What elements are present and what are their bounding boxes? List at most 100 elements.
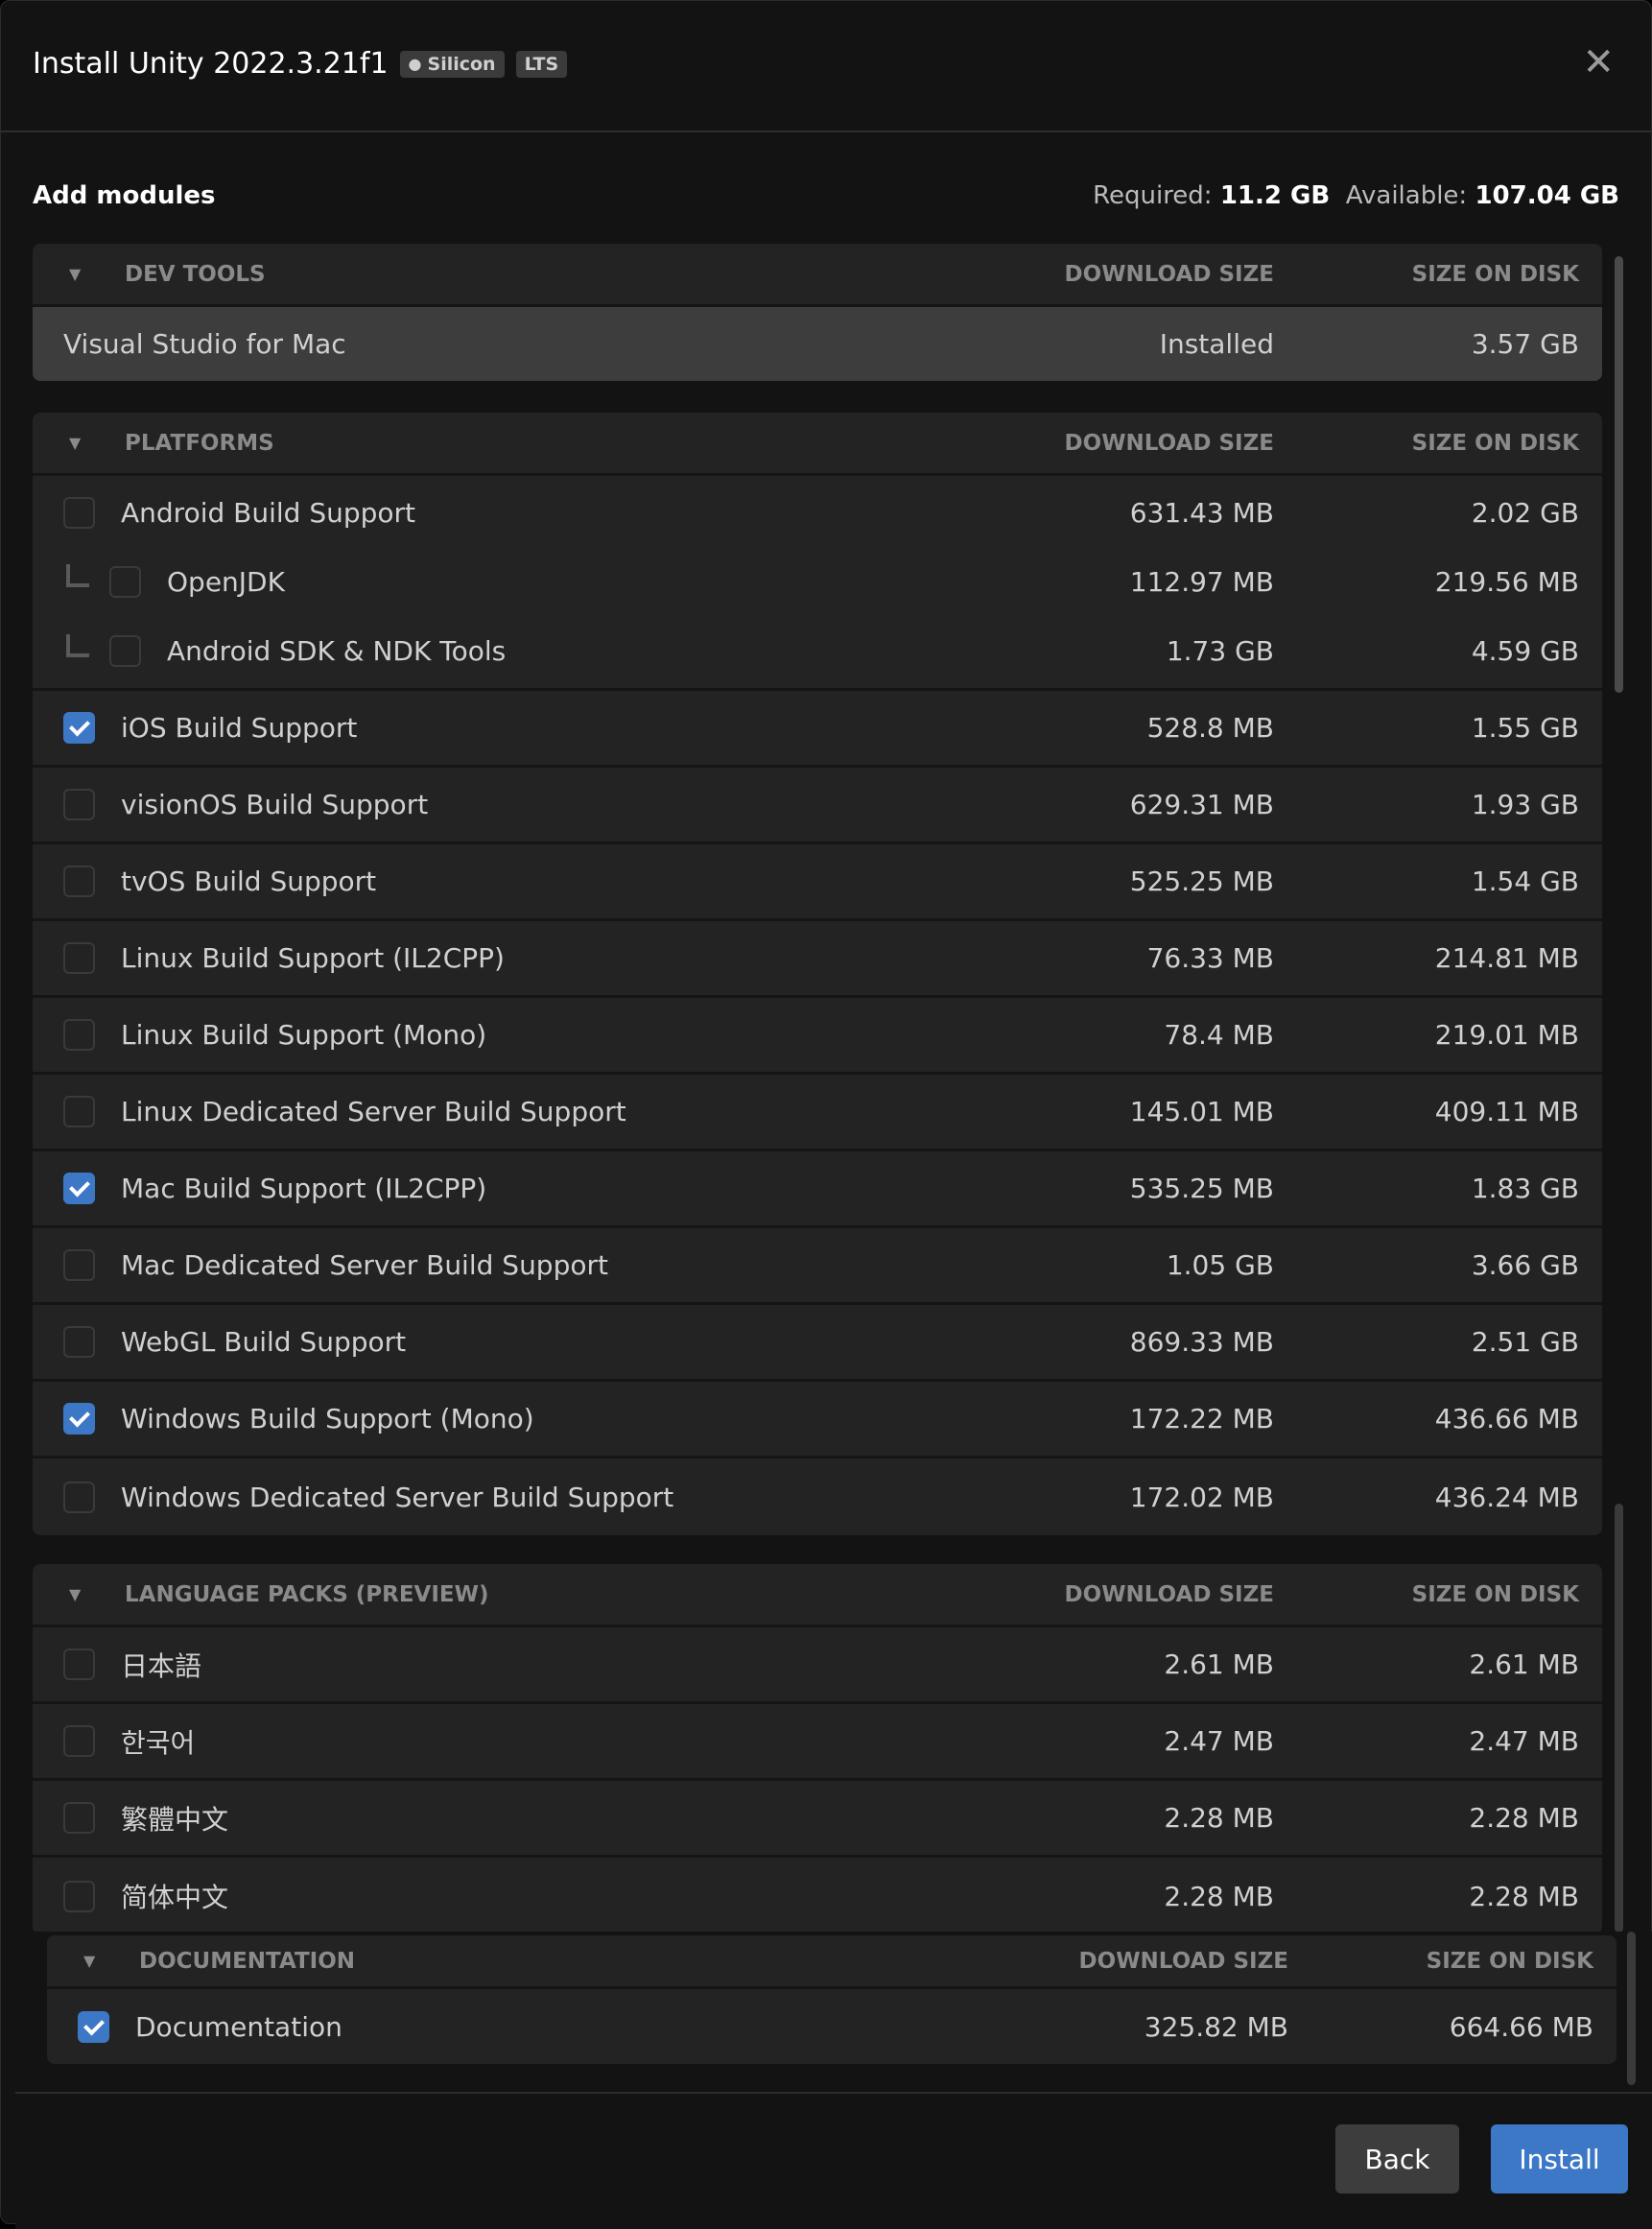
size-on-disk: 1.55 GB: [1471, 712, 1579, 744]
lower-panel: ▼ DOCUMENTATION DOWNLOAD SIZE SIZE ON DISK D…: [15, 1932, 1652, 2229]
module-row[interactable]: OpenJDK 112.97 MB 219.56 MB: [33, 549, 1602, 614]
module-row[interactable]: Linux Build Support (Mono) 78.4 MB 219.01 …: [33, 998, 1602, 1075]
download-size: 145.01 MB: [1129, 1096, 1274, 1127]
section-platforms: ▼ PLATFORMS DOWNLOAD SIZE SIZE ON DISK Andro…: [33, 413, 1602, 1535]
download-size: 172.22 MB: [1129, 1403, 1274, 1435]
section-documentation: ▼ DOCUMENTATION DOWNLOAD SIZE SIZE ON DISK D…: [47, 1935, 1617, 2064]
install-button[interactable]: Install: [1491, 2124, 1628, 2193]
module-row[interactable]: iOS Build Support 528.8 MB 1.55 GB: [33, 691, 1602, 768]
size-on-disk-header: SIZE ON DISK: [1411, 1581, 1579, 1607]
size-on-disk: 214.81 MB: [1434, 942, 1579, 974]
checkbox[interactable]: [63, 1326, 95, 1358]
module-name: Documentation: [135, 2010, 342, 2043]
module-row[interactable]: Windows Build Support (Mono) 172.22 MB 436…: [33, 1382, 1602, 1458]
module-row[interactable]: Android Build Support 631.43 MB 2.02 GB: [33, 476, 1602, 549]
section-header: ▼ DEV TOOLS DOWNLOAD SIZE SIZE ON DISK: [33, 244, 1602, 307]
checkbox[interactable]: [63, 866, 95, 897]
size-on-disk: 2.02 GB: [1471, 496, 1579, 529]
module-row[interactable]: Linux Build Support (IL2CPP) 76.33 MB 214.…: [33, 921, 1602, 998]
available-value: 107.04 GB: [1475, 181, 1619, 210]
download-size-header: DOWNLOAD SIZE: [1078, 1948, 1288, 1974]
module-name: Mac Dedicated Server Build Support: [121, 1249, 608, 1281]
checkbox[interactable]: [109, 565, 141, 598]
section-title: DEV TOOLS: [125, 261, 266, 287]
footer-divider: [15, 2092, 1652, 2094]
module-name: 日本語: [121, 1649, 202, 1682]
checkbox[interactable]: [63, 496, 95, 529]
lts-badge: LTS: [515, 50, 568, 78]
download-size: 631.43 MB: [1129, 496, 1274, 529]
caret-down-icon[interactable]: ▼: [83, 1952, 96, 1970]
module-row[interactable]: 简体中文 2.28 MB 2.28 MB: [33, 1858, 1602, 1934]
module-name: iOS Build Support: [121, 712, 358, 744]
download-size-header: DOWNLOAD SIZE: [1064, 1581, 1274, 1607]
module-row[interactable]: Mac Dedicated Server Build Support 1.05 G…: [33, 1228, 1602, 1305]
checkbox[interactable]: [63, 789, 95, 820]
checkbox[interactable]: [63, 1096, 95, 1127]
download-size: 78.4 MB: [1164, 1019, 1274, 1051]
tree-connector-icon: [66, 564, 89, 587]
section-header: ▼ LANGUAGE PACKS (PREVIEW) DOWNLOAD SIZE SI…: [33, 1564, 1602, 1627]
size-on-disk: 2.28 MB: [1469, 1880, 1579, 1912]
module-name: WebGL Build Support: [121, 1326, 407, 1358]
download-size: 528.8 MB: [1146, 712, 1274, 744]
module-name: 简体中文: [121, 1882, 229, 1913]
size-on-disk: 1.83 GB: [1471, 1173, 1579, 1204]
caret-down-icon[interactable]: ▼: [69, 434, 82, 452]
checkbox[interactable]: [63, 1019, 95, 1051]
module-row[interactable]: Mac Build Support (IL2CPP) 535.25 MB 1.83 …: [33, 1151, 1602, 1228]
back-button[interactable]: Back: [1335, 2124, 1459, 2193]
download-size: 525.25 MB: [1129, 866, 1274, 897]
size-on-disk-header: SIZE ON DISK: [1411, 261, 1579, 287]
size-on-disk: 1.93 GB: [1471, 789, 1579, 820]
caret-down-icon[interactable]: ▼: [69, 1585, 82, 1603]
scrollbar-track[interactable]: [1615, 1504, 1623, 1933]
checkbox-checked[interactable]: [63, 712, 95, 744]
checkbox-checked[interactable]: [78, 2010, 109, 2043]
scrollbar-thumb[interactable]: [1615, 256, 1623, 693]
download-size: 172.02 MB: [1129, 1481, 1274, 1513]
module-row[interactable]: tvOS Build Support 525.25 MB 1.54 GB: [33, 844, 1602, 921]
required-value: 11.2 GB: [1219, 181, 1331, 210]
size-on-disk: 664.66 MB: [1449, 2010, 1593, 2043]
module-name: Android SDK & NDK Tools: [167, 635, 507, 667]
checkbox[interactable]: [63, 1481, 95, 1513]
module-row[interactable]: visionOS Build Support 629.31 MB 1.93 GB: [33, 768, 1602, 844]
checkbox[interactable]: [63, 1249, 95, 1281]
checkbox-checked[interactable]: [63, 1173, 95, 1204]
module-row[interactable]: Linux Dedicated Server Build Support 145.…: [33, 1075, 1602, 1151]
module-row[interactable]: 繁體中文 2.28 MB 2.28 MB: [33, 1781, 1602, 1858]
module-row[interactable]: Android SDK & NDK Tools 1.73 GB 4.59 GB: [33, 614, 1602, 691]
checkbox[interactable]: [63, 1802, 95, 1834]
size-on-disk: 436.24 MB: [1434, 1481, 1579, 1513]
scrollbar-lower[interactable]: [1627, 1932, 1636, 2085]
download-size: 869.33 MB: [1129, 1326, 1274, 1358]
caret-down-icon[interactable]: ▼: [69, 265, 82, 283]
section-header: ▼ DOCUMENTATION DOWNLOAD SIZE SIZE ON DISK: [47, 1935, 1617, 1989]
size-on-disk-header: SIZE ON DISK: [1411, 430, 1579, 456]
module-row[interactable]: WebGL Build Support 869.33 MB 2.51 GB: [33, 1305, 1602, 1382]
module-name: Mac Build Support (IL2CPP): [121, 1173, 487, 1204]
module-row[interactable]: Documentation 325.82 MB 664.66 MB: [47, 1989, 1617, 2064]
module-row[interactable]: Windows Dedicated Server Build Support 17…: [33, 1458, 1602, 1535]
checkbox[interactable]: [63, 1648, 95, 1680]
checkbox[interactable]: [109, 635, 141, 667]
download-size: 1.05 GB: [1166, 1249, 1274, 1281]
checkbox-checked[interactable]: [63, 1403, 95, 1435]
download-size: 112.97 MB: [1129, 565, 1274, 598]
module-row[interactable]: 日本語 2.61 MB 2.61 MB: [33, 1627, 1602, 1704]
space-summary: Required: 11.2 GB Available: 107.04 GB: [1093, 181, 1619, 210]
checkbox[interactable]: [63, 1725, 95, 1757]
download-size: 1.73 GB: [1166, 635, 1274, 667]
module-name: Android Build Support: [121, 496, 416, 529]
size-on-disk: 219.01 MB: [1434, 1019, 1579, 1051]
checkbox[interactable]: [63, 942, 95, 974]
module-row[interactable]: 한국어 2.47 MB 2.47 MB: [33, 1704, 1602, 1781]
download-size: 2.47 MB: [1164, 1725, 1274, 1757]
size-on-disk: 3.66 GB: [1471, 1249, 1579, 1281]
close-icon[interactable]: ✕: [1582, 40, 1615, 84]
module-name: Linux Build Support (Mono): [121, 1019, 487, 1051]
size-on-disk: 2.28 MB: [1469, 1802, 1579, 1834]
checkbox[interactable]: [63, 1880, 95, 1912]
